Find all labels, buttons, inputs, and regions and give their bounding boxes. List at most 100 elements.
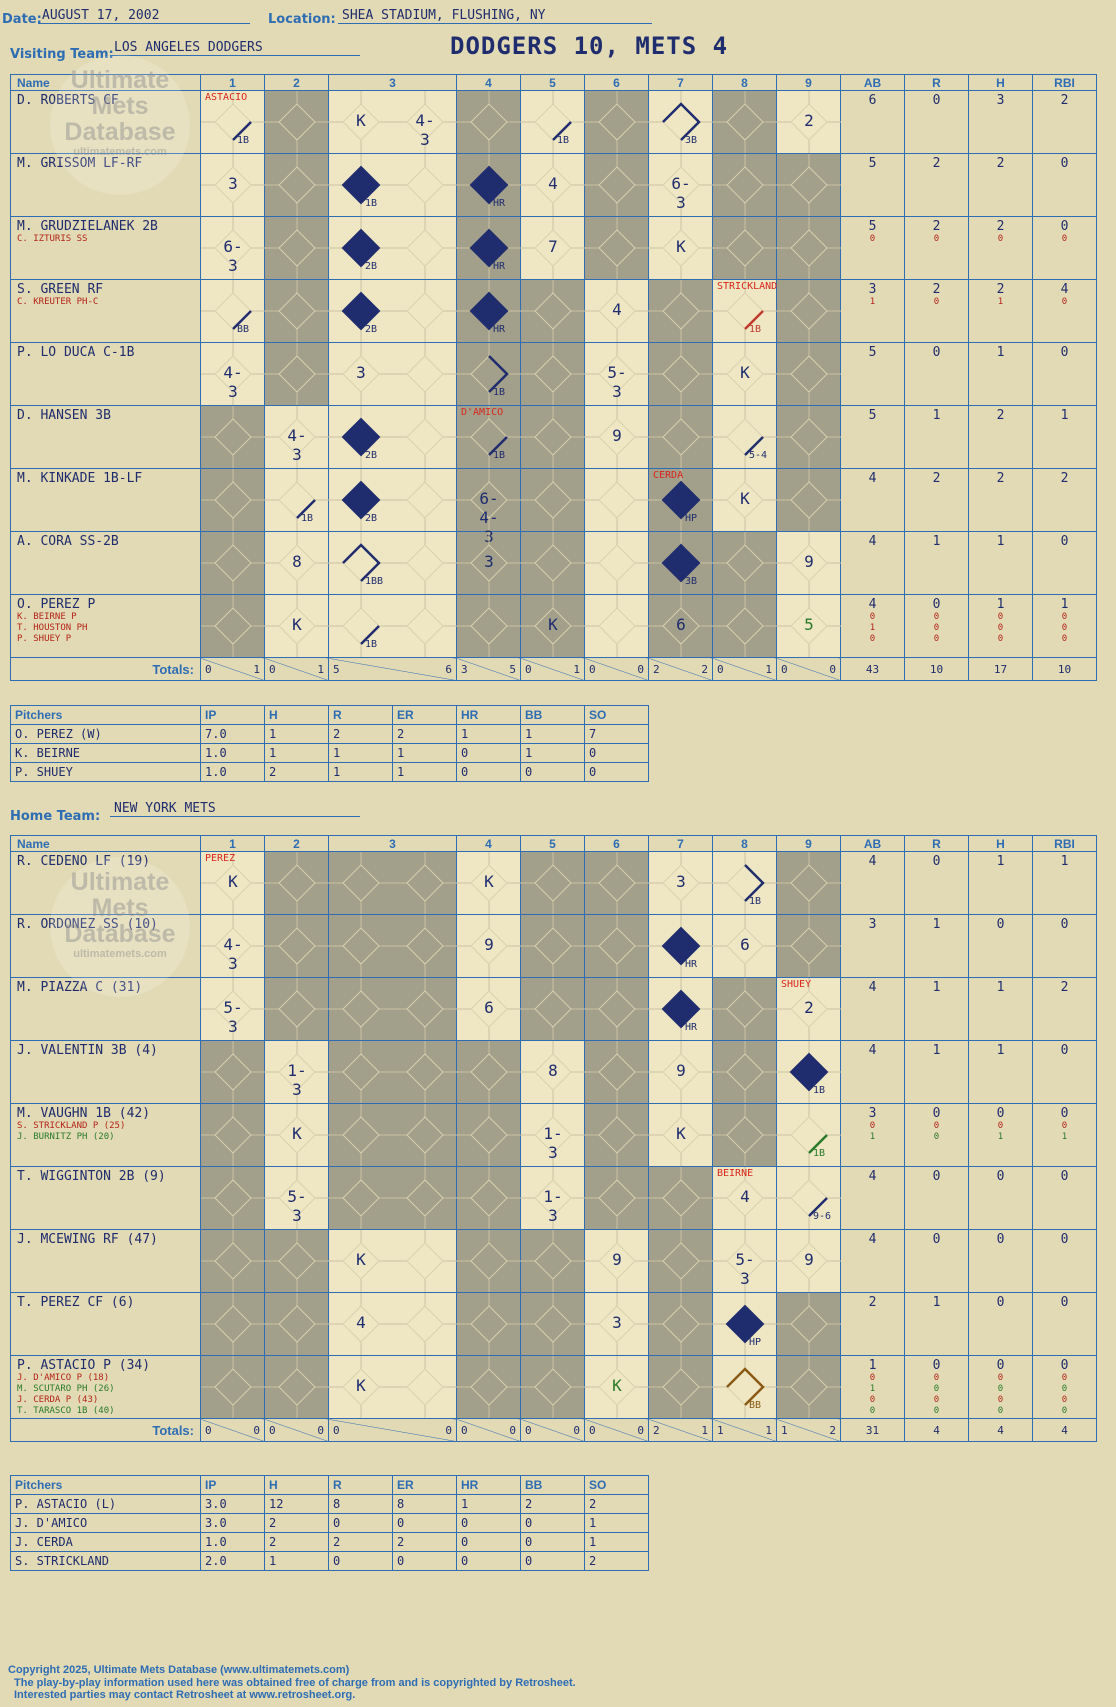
retrosheet-contact: Interested parties may contact Retroshee…: [14, 1689, 356, 1701]
at-bat-box: [265, 1293, 329, 1355]
at-bat-box: [265, 217, 329, 279]
stat-r: 1: [904, 914, 969, 978]
at-bat-box: [457, 1356, 521, 1418]
at-bat-cell: [776, 216, 841, 280]
stat-r: 1: [904, 1292, 969, 1356]
inning-hits: 1: [317, 662, 324, 676]
pitcher-stat: 0: [584, 743, 649, 763]
play-result: 2B: [365, 513, 378, 524]
base-diamond: [598, 418, 636, 456]
stat-value: 0: [1060, 1169, 1069, 1184]
at-bat-cell: [648, 1166, 713, 1230]
batter-cell: P. ASTACIO P (34) J. D'AMICO P (18) M. SCU…: [10, 1355, 201, 1419]
play-diagram: [393, 595, 457, 657]
at-bat-box: [201, 469, 265, 531]
at-bat-box: [777, 154, 841, 216]
stat-value: 0: [1060, 1295, 1069, 1310]
at-bat-box: [457, 1104, 521, 1166]
base-diamond: [598, 481, 636, 519]
at-bat-box: [777, 1293, 841, 1355]
inning-runs: 0: [781, 662, 788, 676]
base-diamond: [470, 990, 508, 1028]
run-scored-diamond: [341, 291, 381, 331]
stat-value: 0: [996, 917, 1005, 932]
play-result: 3B: [685, 576, 698, 587]
basepath-line: [744, 310, 764, 330]
basepath-line: [296, 499, 316, 519]
at-bat-cell: K: [264, 1103, 329, 1167]
at-bat-box: 1B: [713, 852, 777, 914]
at-bat-cell: [712, 1040, 777, 1104]
inning-hits: 6: [445, 662, 452, 676]
pitcher-stat: 2: [520, 1494, 585, 1514]
play-diagram: [777, 343, 841, 405]
run-scored-diamond: [661, 543, 701, 583]
base-diamond: [598, 1305, 636, 1343]
pitcher-change-note: ASTACIO: [205, 92, 248, 103]
at-bat-box: HP: [713, 1293, 777, 1355]
pitcher-stat: 2: [584, 1494, 649, 1514]
at-bat-cell: 1B: [456, 342, 521, 406]
basepath-line: [232, 310, 252, 330]
at-bat-cell: 3: [200, 153, 265, 217]
pitcher-stat: 1: [392, 743, 457, 763]
at-bat-cell: [776, 405, 841, 469]
stat-header: H: [968, 74, 1033, 91]
sub-stat-value: 1: [997, 297, 1004, 307]
play-diagram: [393, 978, 457, 1040]
at-bat-cell: 4: [584, 279, 649, 343]
stat-value: 2: [1060, 471, 1069, 486]
at-bat-cell: [712, 90, 777, 154]
at-bat-cell: K: [456, 851, 521, 915]
at-bat-box: [649, 1356, 713, 1418]
base-diamond: [790, 292, 828, 330]
at-bat-cell: [776, 1292, 841, 1356]
at-bat-cell: 1B: [712, 851, 777, 915]
base-diamond: [278, 864, 316, 902]
play-diagram: [649, 595, 713, 657]
at-bat-box: [777, 469, 841, 531]
at-bat-cell: 8: [520, 1040, 585, 1104]
stat-value: 0: [932, 345, 941, 360]
run-scored-diamond: [661, 989, 701, 1029]
pitcher-row: K. BEIRNE 1.0 1 1 1 0 1 0: [10, 743, 649, 763]
stat-h: 0: [968, 914, 1033, 978]
play-diagram: [777, 154, 841, 216]
at-bat-cell: [520, 1292, 585, 1356]
play-diagram: [585, 1293, 649, 1355]
at-bat-cell: [264, 977, 329, 1041]
play-result: 9-6: [813, 1211, 832, 1222]
batter-name: O. PEREZ P: [17, 597, 96, 612]
play-result: 5-3: [287, 1187, 307, 1225]
pitcher-stat: 0: [392, 1513, 457, 1533]
at-bat-box: [713, 154, 777, 216]
play-result: 2: [804, 998, 814, 1017]
stat-h: 0: [968, 1166, 1033, 1230]
pitcher-stat: 1: [520, 724, 585, 744]
substitute-name: P. SHUEY P: [17, 634, 72, 644]
at-bat-cell: 4-3: [200, 914, 265, 978]
batter-cell: P. LO DUCA C-1B: [10, 342, 201, 406]
play-result: K: [356, 111, 366, 130]
play-diagram: [393, 1167, 457, 1229]
play-diagram: [649, 978, 713, 1040]
play-diagram: [585, 915, 649, 977]
inning-hits: 0: [637, 1423, 644, 1437]
totals-label-text: Totals:: [152, 661, 194, 677]
run-scored-diamond: [725, 1304, 765, 1344]
at-bat-box: [521, 1293, 585, 1355]
stat-rbi: 2: [1032, 90, 1097, 154]
stat-ab: 5: [840, 405, 905, 469]
sub-stat-value: 0: [1061, 297, 1068, 307]
play-diagram: [521, 1167, 585, 1229]
play-diagram: [649, 1293, 713, 1355]
at-bat-box: [265, 154, 329, 216]
base-diamond: [342, 1116, 380, 1154]
batter-row: M. GRUDZIELANEK 2B C. IZTURIS SS 6-3 2B HR 7 K…: [10, 216, 1097, 280]
base-diamond: [278, 355, 316, 393]
at-bat-box: 6: [713, 915, 777, 977]
play-result: 9: [484, 935, 494, 954]
